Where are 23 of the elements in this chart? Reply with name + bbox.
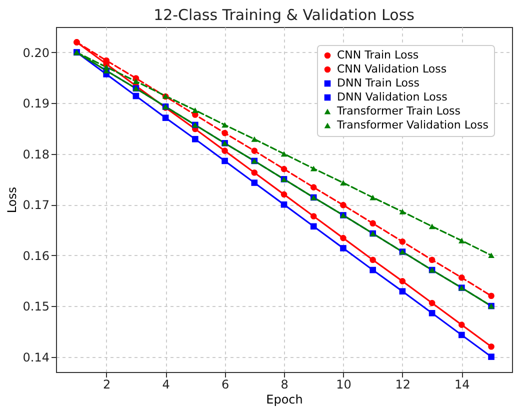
y-tick-label: 0.14 bbox=[22, 350, 50, 364]
y-tick-label: 0.18 bbox=[22, 147, 50, 162]
y-tick-label: 0.17 bbox=[22, 198, 50, 212]
x-tick-label: 12 bbox=[395, 378, 411, 392]
legend-label: CNN Train Loss bbox=[337, 48, 419, 62]
y-tick-label: 0.20 bbox=[22, 46, 50, 60]
y-tick-label: 0.16 bbox=[22, 248, 50, 263]
x-tick-label: 10 bbox=[336, 378, 352, 392]
chart-title: 12-Class Training & Validation Loss bbox=[154, 6, 415, 24]
legend-label: DNN Train Loss bbox=[337, 76, 420, 90]
x-tick-label: 8 bbox=[280, 378, 288, 392]
x-axis-title: Epoch bbox=[266, 392, 303, 406]
legend-label: DNN Validation Loss bbox=[337, 90, 448, 104]
y-axis-title: Loss bbox=[4, 186, 19, 214]
x-tick-label: 6 bbox=[221, 378, 230, 392]
x-tick-label: 4 bbox=[162, 378, 170, 392]
x-tick-label: 2 bbox=[103, 378, 111, 392]
y-tick-label: 0.19 bbox=[22, 96, 50, 111]
legend-label: Transformer Train Loss bbox=[336, 104, 461, 118]
legend-label: CNN Validation Loss bbox=[337, 62, 447, 76]
legend-label: Transformer Validation Loss bbox=[336, 118, 489, 132]
y-tick-label: 0.15 bbox=[22, 300, 50, 314]
x-tick-label: 14 bbox=[454, 378, 470, 392]
